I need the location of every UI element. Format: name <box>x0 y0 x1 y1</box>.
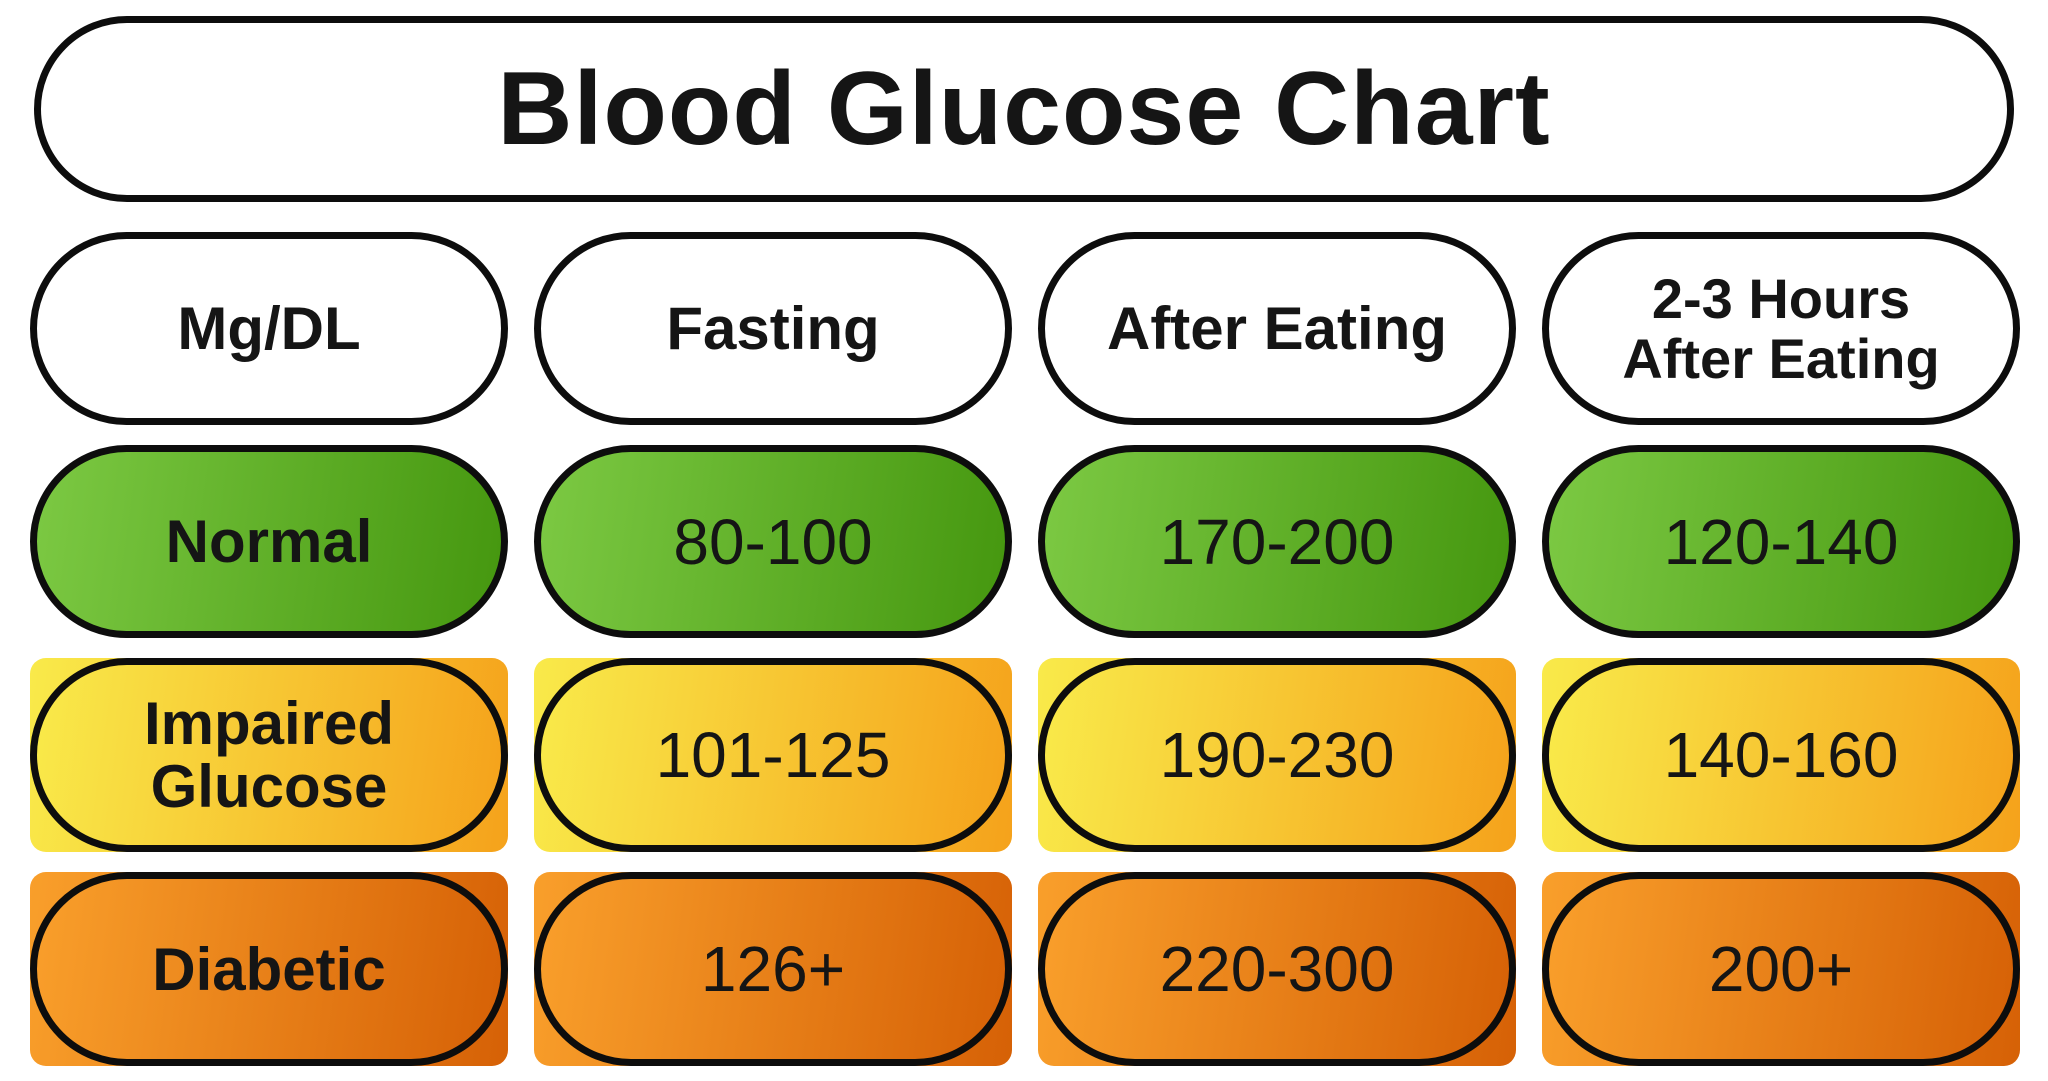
value-diabetic-2-3-hours: 200+ <box>1708 933 1854 1005</box>
value-diabetic-after-eating: 220-300 <box>1159 933 1395 1005</box>
row-diabetic-after-eating-cell: 220-300 <box>1038 872 1516 1066</box>
row-diabetic-after-eating-pill: 220-300 <box>1038 872 1516 1066</box>
header-label-fasting: Fasting <box>666 294 880 362</box>
row-diabetic-label-pill: Diabetic <box>30 872 508 1066</box>
value-impaired-fasting: 101-125 <box>655 719 891 791</box>
row-impaired-fasting-pill: 101-125 <box>534 658 1012 852</box>
row-diabetic-fasting-cell: 126+ <box>534 872 1012 1066</box>
header-pill-after-eating: After Eating <box>1038 232 1516 425</box>
row-normal-after-eating-pill: 170-200 <box>1038 445 1516 638</box>
header-label-2-3-hours-line2: After Eating <box>1622 326 1940 390</box>
header-cell-unit: Mg/DL <box>30 232 508 425</box>
row-normal-label-pill: Normal <box>30 445 508 638</box>
row-normal-2-3-hours-pill: 120-140 <box>1542 445 2020 638</box>
header-cell-2-3-hours: 2-3 Hours After Eating <box>1542 232 2020 425</box>
value-normal-after-eating: 170-200 <box>1159 505 1395 578</box>
header-cell-fasting: Fasting <box>534 232 1012 425</box>
row-diabetic-label: Diabetic <box>152 935 386 1003</box>
chart-title: Blood Glucose Chart <box>497 50 1551 167</box>
header-label-unit: Mg/DL <box>177 294 361 362</box>
row-normal-fasting-cell: 80-100 <box>534 445 1012 638</box>
header-cell-after-eating: After Eating <box>1038 232 1516 425</box>
row-impaired-label: Impaired Glucose <box>143 690 395 820</box>
row-diabetic-label-cell: Diabetic <box>30 872 508 1066</box>
value-normal-2-3-hours: 120-140 <box>1663 505 1899 578</box>
value-normal-fasting: 80-100 <box>673 505 873 578</box>
row-impaired-after-eating-cell: 190-230 <box>1038 658 1516 852</box>
row-diabetic-2-3-hours-cell: 200+ <box>1542 872 2020 1066</box>
row-normal-label-cell: Normal <box>30 445 508 638</box>
header-label-2-3-hours-line1: 2-3 Hours <box>1651 267 1911 331</box>
header-pill-unit: Mg/DL <box>30 232 508 425</box>
value-impaired-2-3-hours: 140-160 <box>1663 719 1899 791</box>
header-label-after-eating: After Eating <box>1106 294 1448 362</box>
row-normal-label: Normal <box>165 508 373 575</box>
header-pill-fasting: Fasting <box>534 232 1012 425</box>
glucose-table: Mg/DL Fasting After Eating 2-3 Hours Aft… <box>30 232 2020 1066</box>
row-impaired-label-cell: Impaired Glucose <box>30 658 508 852</box>
row-impaired-2-3-hours-cell: 140-160 <box>1542 658 2020 852</box>
row-normal-fasting-pill: 80-100 <box>534 445 1012 638</box>
row-impaired-label-pill: Impaired Glucose <box>30 658 508 852</box>
value-impaired-after-eating: 190-230 <box>1159 719 1395 791</box>
row-diabetic-fasting-pill: 126+ <box>534 872 1012 1066</box>
row-normal-after-eating-cell: 170-200 <box>1038 445 1516 638</box>
chart-title-pill: Blood Glucose Chart <box>34 16 2014 202</box>
row-impaired-2-3-hours-pill: 140-160 <box>1542 658 2020 852</box>
row-diabetic-2-3-hours-pill: 200+ <box>1542 872 2020 1066</box>
row-impaired-fasting-cell: 101-125 <box>534 658 1012 852</box>
row-normal-2-3-hours-cell: 120-140 <box>1542 445 2020 638</box>
header-pill-2-3-hours: 2-3 Hours After Eating <box>1542 232 2020 425</box>
row-impaired-after-eating-pill: 190-230 <box>1038 658 1516 852</box>
value-diabetic-fasting: 126+ <box>700 933 846 1005</box>
